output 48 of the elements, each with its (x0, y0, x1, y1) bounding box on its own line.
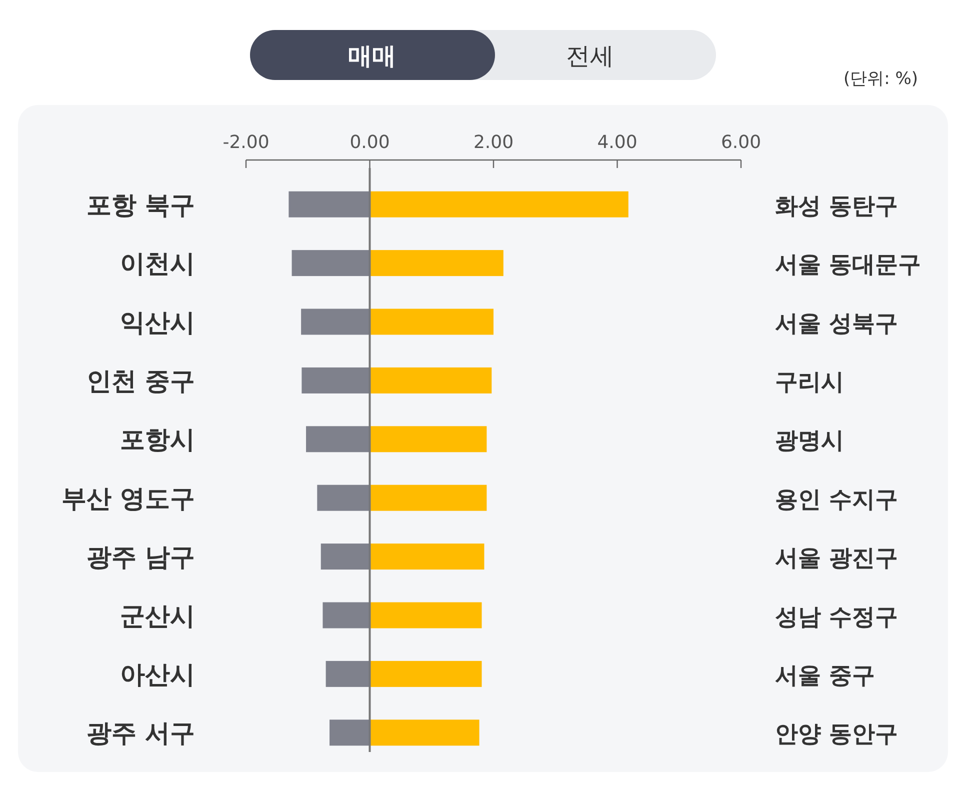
y-tick-label: 아산시 (120, 660, 195, 689)
y2-tick-label: 서울 성북구 (775, 310, 898, 337)
y-tick-label: 익산시 (120, 308, 195, 337)
bar (370, 720, 480, 746)
bar (306, 426, 370, 452)
text: 매매 (348, 42, 396, 70)
y2-tick-label: 서울 광진구 (775, 546, 898, 572)
y2-tick-label: 구리시 (775, 369, 844, 396)
bar (320, 544, 370, 570)
bar (370, 250, 504, 276)
x-tick-label: -2.00 (222, 132, 270, 153)
y2-tick-label: 안양 동안구 (775, 722, 898, 748)
bar (326, 660, 370, 687)
y2-tick-label: 성남 수정구 (775, 604, 898, 630)
x-tick-label: 4.00 (597, 132, 638, 153)
y2-tick-label: 서울 중구 (775, 662, 876, 689)
y2-tick-label: 서울 동대문구 (775, 252, 922, 278)
text: 전세 (566, 42, 614, 70)
bar (370, 367, 492, 394)
bar (301, 308, 370, 335)
bar (370, 484, 487, 511)
y-tick-label: 군산시 (120, 601, 195, 630)
text: (단위: %) (843, 69, 918, 89)
y-tick-label: 이천시 (120, 249, 195, 278)
bar (322, 602, 370, 628)
y2-tick-label: 광명시 (775, 428, 844, 454)
bar (317, 484, 370, 511)
y-tick-label: 인천 중구 (86, 366, 195, 396)
y2-tick-label: 화성 동탄구 (775, 193, 898, 220)
y2-tick-label: 용인 수지구 (775, 486, 898, 513)
bar (370, 660, 482, 687)
bar (370, 426, 487, 452)
bar (370, 191, 628, 218)
y-tick-label: 광주 서구 (86, 718, 195, 748)
y-tick-label: 부산 영도구 (61, 484, 195, 513)
bar (370, 308, 494, 335)
y-tick-label: 포항 북구 (86, 190, 195, 220)
bar (370, 544, 484, 570)
y-tick-label: 포항시 (120, 425, 195, 454)
bar (288, 191, 370, 218)
x-tick-label: 0.00 (350, 132, 390, 153)
bar (302, 367, 370, 394)
y-tick-label: 광주 남구 (86, 542, 195, 572)
bar (330, 720, 370, 746)
x-tick-label: 2.00 (473, 132, 514, 153)
bar (292, 250, 370, 276)
bar (370, 602, 482, 628)
x-tick-label: 6.00 (720, 132, 762, 153)
